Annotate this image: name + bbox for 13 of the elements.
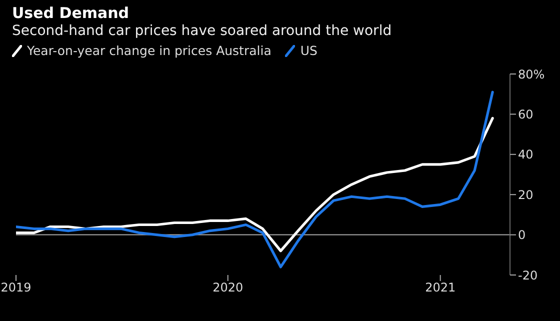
x-tick-label: 2019 (0, 280, 32, 295)
legend-label: US (300, 43, 318, 58)
y-tick-label: 40 (518, 148, 534, 162)
y-tick-label: 60 (518, 107, 534, 122)
y-tick-label: 20 (518, 188, 534, 202)
x-tick-label: 2020 (212, 280, 244, 295)
legend-label: Year-on-year change in prices Australia (27, 43, 272, 58)
chart-title: Used Demand (11, 3, 130, 22)
y-tick-label: 0 (518, 228, 526, 242)
x-tick-label: 2021 (425, 280, 456, 295)
y-tick-label: -20 (518, 268, 538, 282)
chart-subtitle: Second-hand car prices have soared around the world (11, 22, 393, 41)
y-tick-label: 80% (518, 67, 545, 82)
